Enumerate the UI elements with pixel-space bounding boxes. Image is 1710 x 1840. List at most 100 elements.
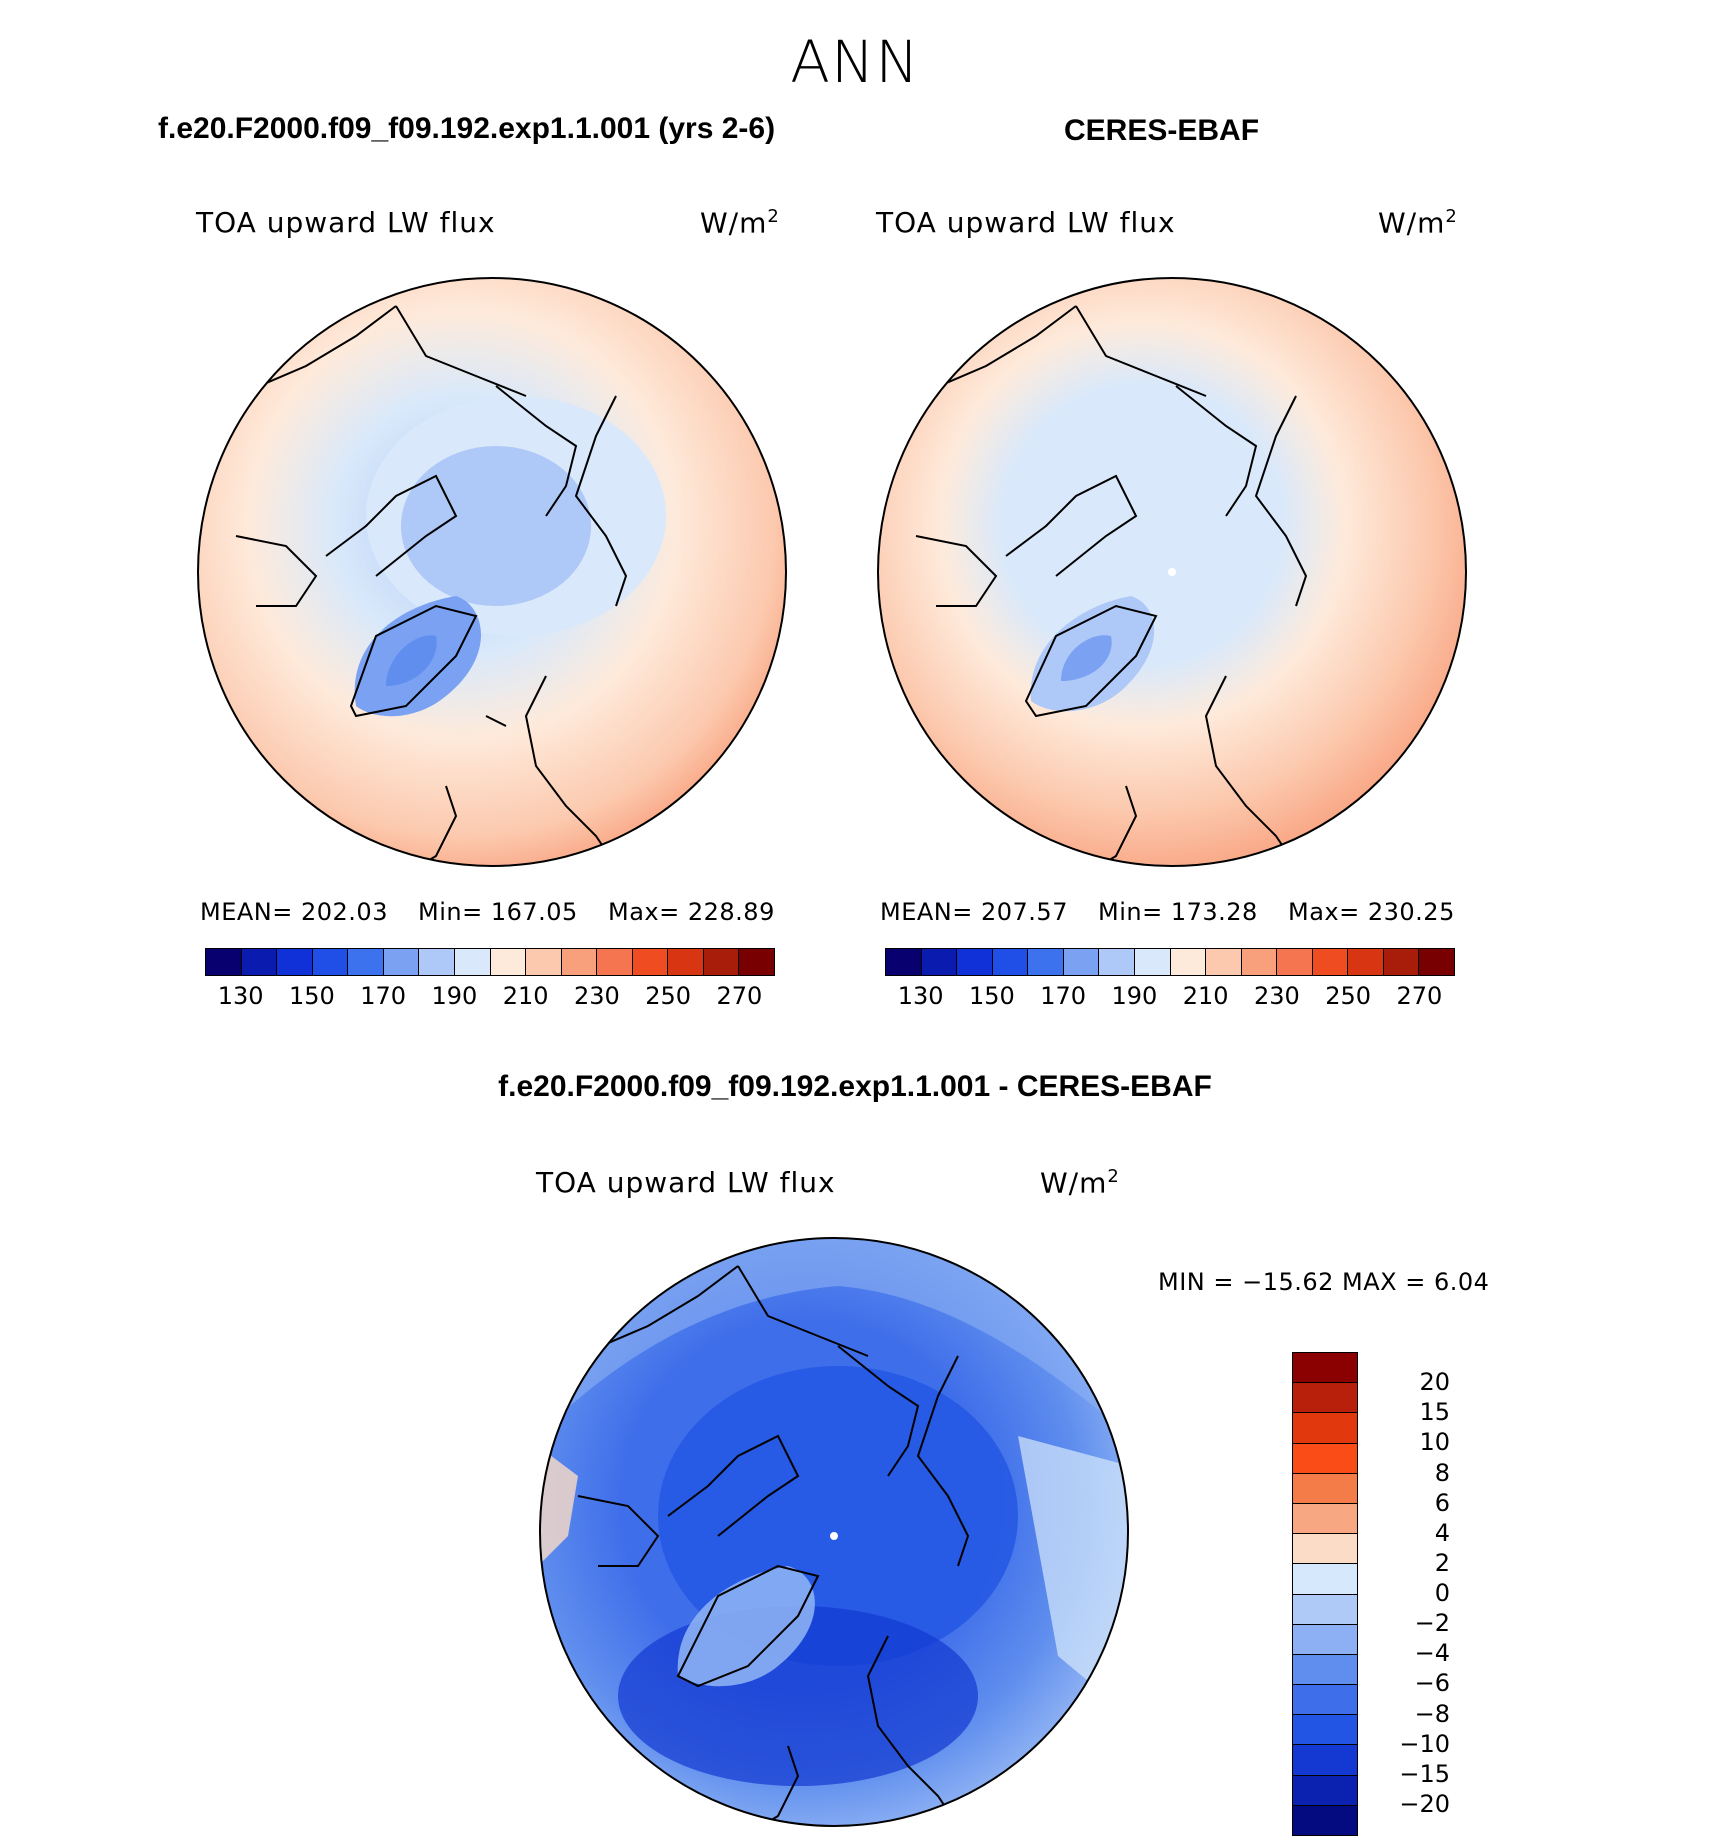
panel1-coastlines bbox=[235, 305, 628, 866]
panel1-colorbar-swatch bbox=[419, 949, 455, 975]
diff-colorbar-tick-label: 8 bbox=[1434, 1458, 1450, 1487]
diff-colorbar-swatch bbox=[1293, 1775, 1357, 1806]
panel2-colorbar-swatch bbox=[1170, 949, 1207, 975]
panel2-colorbar-swatch bbox=[1383, 949, 1420, 975]
panel1-colorbar bbox=[205, 948, 775, 976]
panel2-colorbar-tick-label: 170 bbox=[1040, 982, 1087, 1010]
panel2-coastlines bbox=[915, 305, 1308, 866]
diff-colorbar-tick-label: −2 bbox=[1414, 1609, 1450, 1638]
panel2-colorbar-swatch bbox=[1241, 949, 1278, 975]
panel1-colorbar-swatch bbox=[668, 949, 704, 975]
panel1-colorbar-swatch bbox=[277, 949, 313, 975]
panel1-colorbar-swatch bbox=[597, 949, 633, 975]
panel2-colorbar-tick-label: 150 bbox=[968, 982, 1015, 1010]
diff-colorbar-labels: 20 15 10 8 6 4 2 0 −2 −4 −6 −8 −10 −15 −20 bbox=[1370, 1352, 1450, 1834]
panel2-title: CERES-EBAF bbox=[1064, 114, 1260, 147]
diff-colorbar-tick-label: 6 bbox=[1434, 1488, 1450, 1517]
panel2-max: Max= 230.25 bbox=[1288, 898, 1455, 926]
diff-colorbar-tick-label: 2 bbox=[1434, 1548, 1450, 1577]
diff-colorbar-tick-label: −6 bbox=[1414, 1669, 1450, 1698]
diff-colorbar-swatch bbox=[1293, 1413, 1357, 1444]
panel1-colorbar-swatch bbox=[526, 949, 562, 975]
panel1-colorbar-swatch bbox=[739, 949, 774, 975]
diff-colorbar-swatch bbox=[1293, 1383, 1357, 1414]
panel1-title: f.e20.F2000.f09_f09.192.exp1.1.001 (yrs … bbox=[158, 112, 776, 145]
panel1-colorbar-tick-label: 170 bbox=[360, 982, 407, 1010]
diff-colorbar-swatch bbox=[1293, 1654, 1357, 1686]
panel2-colorbar-tick-label: 190 bbox=[1111, 982, 1158, 1010]
panel1-colorbar-swatch bbox=[383, 949, 420, 975]
panel2-map bbox=[877, 277, 1467, 867]
panel1-max: Max= 228.89 bbox=[608, 898, 775, 926]
diff-colorbar-swatch bbox=[1293, 1805, 1357, 1835]
panel2-colorbar-swatch bbox=[1028, 949, 1064, 975]
panel2-colorbar-swatch bbox=[886, 949, 922, 975]
panel1-colorbar-swatch bbox=[632, 949, 669, 975]
panel1-colorbar-swatch bbox=[206, 949, 242, 975]
diff-colorbar-tick-label: 10 bbox=[1419, 1428, 1450, 1457]
diff-colorbar-tick-label: 15 bbox=[1419, 1398, 1450, 1427]
panel2-colorbar-swatch bbox=[1277, 949, 1313, 975]
panel2-colorbar-labels: 130 150 170 190 210 230 250 270 bbox=[885, 982, 1455, 1012]
panel1-colorbar-swatch bbox=[312, 949, 349, 975]
diff-colorbar-tick-label: 20 bbox=[1419, 1368, 1450, 1397]
diff-variable-name: TOA upward LW flux bbox=[536, 1166, 836, 1199]
diff-colorbar-swatch bbox=[1293, 1503, 1357, 1535]
diff-colorbar-swatch bbox=[1293, 1715, 1357, 1746]
diff-map bbox=[539, 1237, 1129, 1827]
diff-title: f.e20.F2000.f09_f09.192.exp1.1.001 - CER… bbox=[498, 1070, 1212, 1103]
panel2-colorbar-swatch bbox=[1348, 949, 1384, 975]
panel2-colorbar-swatch bbox=[1419, 949, 1454, 975]
panel2-colorbar-tick-label: 270 bbox=[1396, 982, 1443, 1010]
panel1-variable-name: TOA upward LW flux bbox=[196, 206, 496, 239]
season-title: ANN bbox=[790, 28, 920, 96]
diff-colorbar-tick-label: −8 bbox=[1414, 1699, 1450, 1728]
panel2-colorbar-tick-label: 230 bbox=[1253, 982, 1300, 1010]
diff-colorbar-swatch bbox=[1293, 1745, 1357, 1776]
panel2-colorbar-swatch bbox=[921, 949, 958, 975]
diff-colorbar-swatch bbox=[1293, 1473, 1357, 1504]
diff-colorbar-tick-label: −10 bbox=[1399, 1729, 1450, 1758]
panel2-min: Min= 173.28 bbox=[1098, 898, 1258, 926]
panel2-colorbar-tick-label: 130 bbox=[897, 982, 944, 1010]
panel1-colorbar-swatch bbox=[241, 949, 278, 975]
panel1-colorbar-tick-label: 210 bbox=[502, 982, 549, 1010]
diff-colorbar-tick-label: −20 bbox=[1399, 1789, 1450, 1818]
panel2-colorbar-tick-label: 210 bbox=[1182, 982, 1229, 1010]
diff-colorbar-tick-label: −4 bbox=[1414, 1639, 1450, 1668]
panel2-colorbar-swatch bbox=[1063, 949, 1100, 975]
diff-greenland bbox=[677, 1566, 815, 1687]
diff-coastlines bbox=[577, 1265, 970, 1826]
panel2-colorbar-swatch bbox=[1312, 949, 1349, 975]
diff-colorbar-swatch bbox=[1293, 1594, 1357, 1625]
diff-min-max: MIN = −15.62 MAX = 6.04 bbox=[1158, 1268, 1490, 1296]
diff-colorbar-tick-label: 0 bbox=[1434, 1579, 1450, 1607]
panel1-colorbar-swatches bbox=[205, 948, 775, 976]
diff-colorbar-swatches bbox=[1292, 1352, 1358, 1836]
diff-colorbar-swatch bbox=[1293, 1443, 1357, 1474]
panel1-mean: MEAN= 202.03 bbox=[200, 898, 388, 926]
panel1-colorbar-swatch bbox=[703, 949, 740, 975]
panel1-colorbar-swatch bbox=[454, 949, 491, 975]
diff-colorbar bbox=[1292, 1352, 1358, 1836]
diff-colorbar-swatch bbox=[1293, 1564, 1357, 1595]
diff-colorbar-swatch bbox=[1293, 1685, 1357, 1716]
panel2-colorbar-swatch bbox=[1206, 949, 1242, 975]
panel1-colorbar-tick-label: 150 bbox=[288, 982, 335, 1010]
panel1-units: W/m2 bbox=[700, 206, 780, 240]
panel1-colorbar-swatch bbox=[348, 949, 384, 975]
panel2-colorbar-swatch bbox=[1099, 949, 1135, 975]
diff-colorbar-swatch bbox=[1293, 1534, 1357, 1565]
panel1-colorbar-tick-label: 130 bbox=[217, 982, 264, 1010]
panel2-variable-name: TOA upward LW flux bbox=[876, 206, 1176, 239]
diff-colorbar-tick-label: −15 bbox=[1399, 1759, 1450, 1788]
panel1-colorbar-labels: 130 150 170 190 210 230 250 270 bbox=[205, 982, 775, 1012]
panel1-colorbar-tick-label: 230 bbox=[573, 982, 620, 1010]
diff-colorbar-tick-label: 4 bbox=[1434, 1518, 1450, 1547]
panel2-colorbar-swatches bbox=[885, 948, 1455, 976]
panel2-colorbar-tick-label: 250 bbox=[1325, 982, 1372, 1010]
panel1-map bbox=[197, 277, 787, 867]
panel2-colorbar-swatch bbox=[957, 949, 993, 975]
panel2-colorbar-swatch bbox=[1134, 949, 1171, 975]
panel1-min: Min= 167.05 bbox=[418, 898, 578, 926]
